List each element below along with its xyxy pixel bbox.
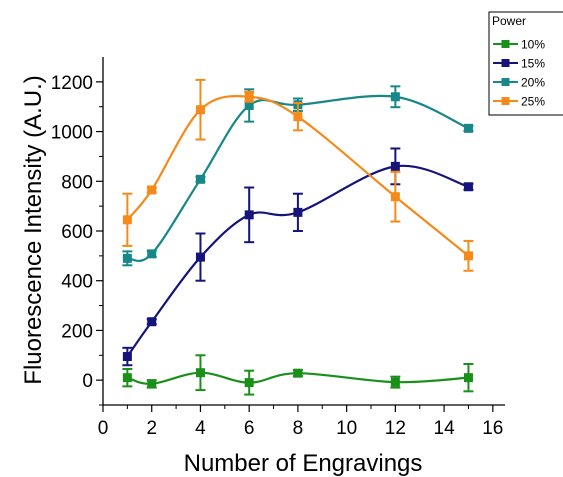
y-tick-label: 0 [82,371,93,392]
y-tick-label: 400 [61,272,93,293]
x-tick-label: 10 [336,418,357,439]
data-point [147,249,157,259]
x-tick-label: 16 [482,418,503,439]
x-tick-label: 2 [146,418,157,439]
legend-marker [501,78,510,86]
y-tick-label: 200 [61,321,93,342]
data-point [244,100,254,110]
legend-label: 25% [521,95,545,109]
x-tick-label: 6 [244,418,255,439]
data-point [122,215,132,225]
series-25pct [122,78,474,272]
x-tick-label: 4 [195,418,206,439]
data-point [195,105,205,115]
data-point [122,352,132,362]
x-tick-label: 0 [98,418,109,439]
y-tick-label: 1200 [51,73,93,94]
series-layer [122,78,474,396]
data-point [293,112,303,122]
y-tick-label: 800 [61,172,93,193]
data-point [463,251,473,261]
legend-marker [501,97,510,105]
data-point [147,185,157,195]
data-point [244,378,254,388]
legend-marker [501,59,510,67]
series-15pct [122,147,474,367]
data-point [122,373,132,383]
data-point [147,379,157,389]
data-point [122,253,132,263]
data-point [463,373,473,383]
y-axis-label: Fluorescence Intensity (A.U.) [20,75,47,384]
data-point [390,192,400,202]
data-point [244,92,254,102]
y-tick-label: 600 [61,222,93,243]
data-point [293,207,303,217]
data-point [147,317,157,327]
data-point [390,377,400,387]
legend-label: 20% [521,76,545,90]
x-tick-label: 8 [293,418,304,439]
x-tick-label: 12 [385,418,406,439]
legend-label: 15% [521,57,545,71]
data-point [390,92,400,102]
legend-label: 10% [521,38,545,52]
series-10pct [122,354,474,396]
data-point [390,161,400,171]
data-point [244,210,254,220]
axes: 0 2 4 6 8 10 12 14 16 0 200 400 600 800 1000 1200 [51,57,505,439]
data-point [195,174,205,184]
data-point [463,182,473,192]
data-point [293,368,303,378]
data-point [463,123,473,133]
legend-marker [501,40,510,48]
legend-title: Power [492,14,526,28]
x-tick-label: 14 [434,418,456,439]
legend: Power 10% 15% 20% 25% [488,11,563,116]
x-axis-label: Number of Engravings [184,450,423,477]
data-point [195,252,205,262]
data-point [195,368,205,378]
y-tick-label: 1000 [51,123,93,144]
